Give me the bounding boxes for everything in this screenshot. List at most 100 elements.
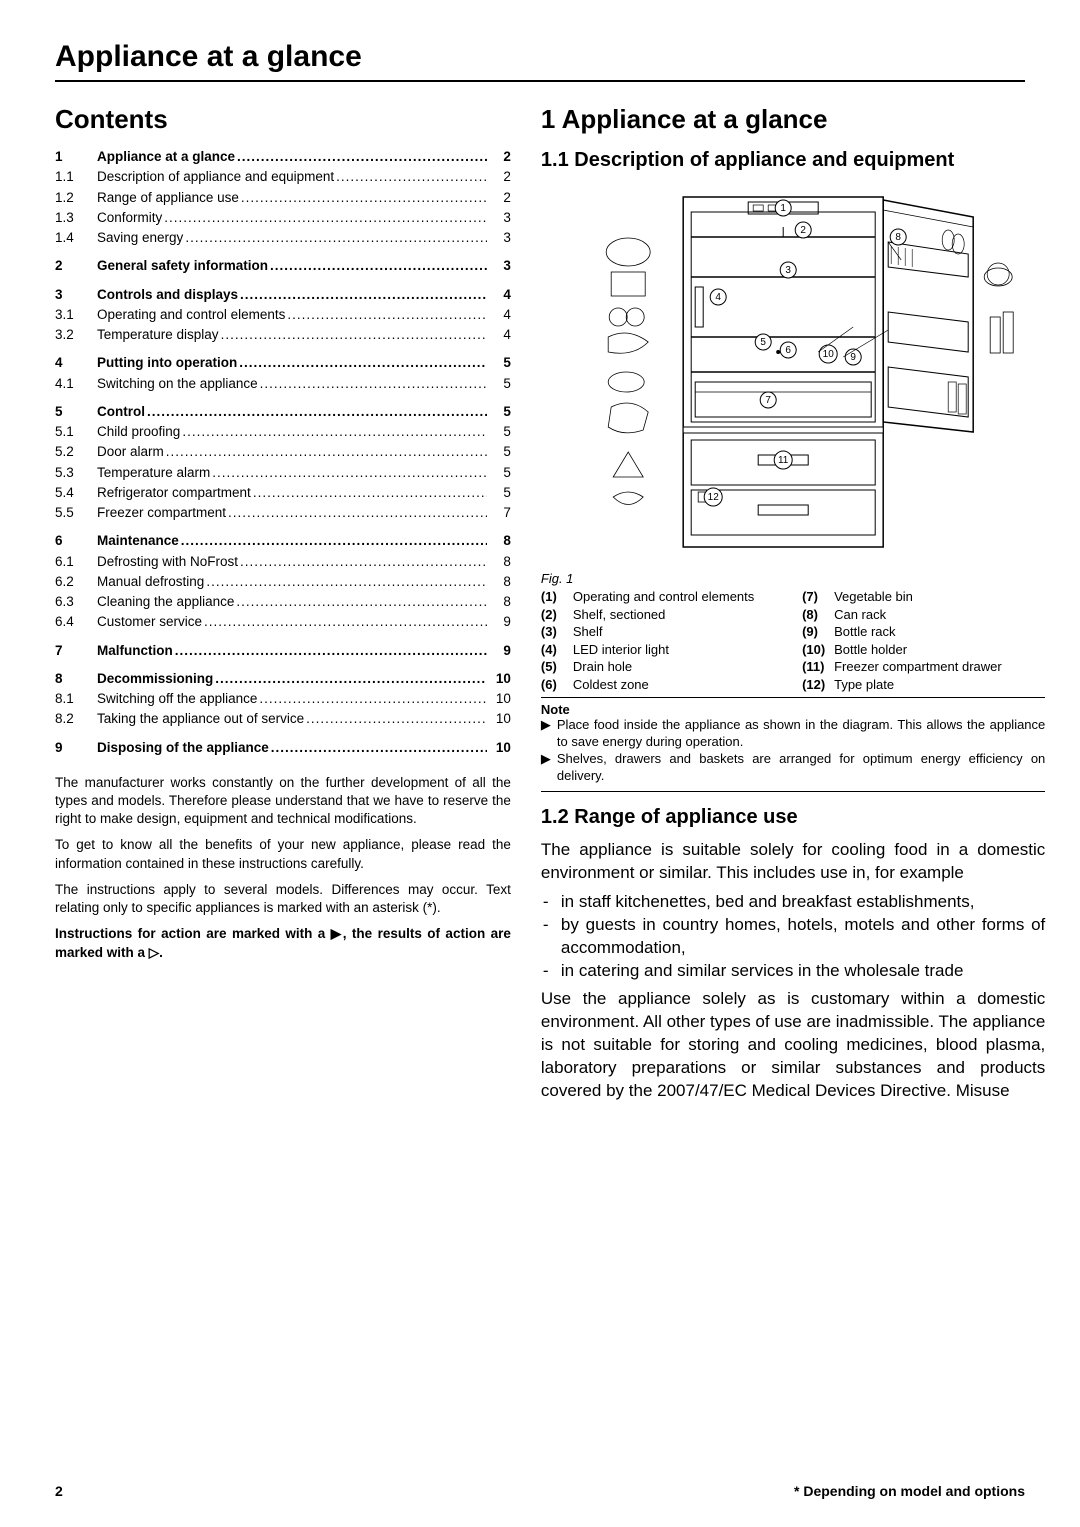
- toc-number: 8.1: [55, 689, 97, 709]
- toc-row: 3.2Temperature display4: [55, 325, 511, 345]
- toc-label: Disposing of the appliance: [97, 738, 487, 758]
- toc-number: 6: [55, 531, 97, 551]
- toc-row: 6.1Defrosting with NoFrost8: [55, 552, 511, 572]
- legend-row: (10)Bottle holder: [802, 641, 1045, 659]
- svg-text:12: 12: [708, 492, 720, 503]
- toc-page: 9: [487, 612, 511, 632]
- toc-number: 6.1: [55, 552, 97, 572]
- toc-label: Putting into operation: [97, 353, 487, 373]
- toc-label: Conformity: [97, 208, 487, 228]
- toc-page: 8: [487, 531, 511, 551]
- toc-number: 6.2: [55, 572, 97, 592]
- legend-row: (5)Drain hole: [541, 658, 784, 676]
- page-number: 2: [55, 1483, 63, 1499]
- toc-page: 2: [487, 188, 511, 208]
- toc-number: 7: [55, 641, 97, 661]
- legend-row: (2)Shelf, sectioned: [541, 606, 784, 624]
- legend-value: Operating and control elements: [573, 588, 784, 606]
- toc-number: 1.4: [55, 228, 97, 248]
- toc-number: 1.3: [55, 208, 97, 228]
- legend-key: (4): [541, 641, 573, 659]
- toc-row: 8.1Switching off the appliance10: [55, 689, 511, 709]
- toc-label: Saving energy: [97, 228, 487, 248]
- legend-row: (7)Vegetable bin: [802, 588, 1045, 606]
- toc-page: 5: [487, 483, 511, 503]
- toc-number: 5.4: [55, 483, 97, 503]
- page-header: Appliance at a glance: [55, 40, 1025, 82]
- legend-key: (8): [802, 606, 834, 624]
- legend-row: (8)Can rack: [802, 606, 1045, 624]
- toc-number: 5.1: [55, 422, 97, 442]
- range-intro: The appliance is suitable solely for coo…: [541, 839, 1045, 885]
- toc-page: 4: [487, 305, 511, 325]
- toc-row: 5.4Refrigerator compartment5: [55, 483, 511, 503]
- note-text: Place food inside the appliance as shown…: [557, 717, 1045, 751]
- toc-row: 1.2Range of appliance use2: [55, 188, 511, 208]
- legend-key: (11): [802, 658, 834, 676]
- toc-row: 6.3Cleaning the appliance8: [55, 592, 511, 612]
- toc-page: 2: [487, 147, 511, 167]
- intro-paragraph-1: The manufacturer works constantly on the…: [55, 774, 511, 829]
- toc-group: 3Controls and displays43.1Operating and …: [55, 285, 511, 346]
- toc-group: 9Disposing of the appliance10: [55, 738, 511, 758]
- toc-page: 9: [487, 641, 511, 661]
- toc-page: 10: [487, 709, 511, 729]
- toc-label: Child proofing: [97, 422, 487, 442]
- two-column-layout: Contents 1Appliance at a glance21.1Descr…: [55, 104, 1025, 1109]
- toc-label: Control: [97, 402, 487, 422]
- toc-label: Malfunction: [97, 641, 487, 661]
- note-item: ▶Shelves, drawers and baskets are arrang…: [541, 751, 1045, 785]
- toc-group: 1Appliance at a glance21.1Description of…: [55, 147, 511, 248]
- legend-value: Can rack: [834, 606, 1045, 624]
- toc-row: 8Decommissioning10: [55, 669, 511, 689]
- toc-page: 5: [487, 353, 511, 373]
- toc-row: 5.5Freezer compartment7: [55, 503, 511, 523]
- footer-note: * Depending on model and options: [794, 1483, 1025, 1499]
- toc-row: 7Malfunction9: [55, 641, 511, 661]
- toc-row: 4.1Switching on the appliance5: [55, 374, 511, 394]
- legend-left-column: (1)Operating and control elements(2)Shel…: [541, 588, 784, 693]
- contents-heading: Contents: [55, 104, 511, 135]
- toc-number: 8.2: [55, 709, 97, 729]
- list-item: in catering and similar services in the …: [541, 960, 1045, 983]
- svg-text:4: 4: [715, 292, 721, 303]
- toc-page: 8: [487, 552, 511, 572]
- toc-number: 3.2: [55, 325, 97, 345]
- toc-label: General safety information: [97, 256, 487, 276]
- toc-number: 9: [55, 738, 97, 758]
- legend-value: Shelf, sectioned: [573, 606, 784, 624]
- toc-group: 2General safety information3: [55, 256, 511, 276]
- legend-row: (4)LED interior light: [541, 641, 784, 659]
- legend-key: (5): [541, 658, 573, 676]
- range-bullet-list: in staff kitchenettes, bed and breakfast…: [541, 891, 1045, 983]
- intro-paragraph-3: The instructions apply to several models…: [55, 881, 511, 917]
- legend-key: (1): [541, 588, 573, 606]
- toc-label: Temperature alarm: [97, 463, 487, 483]
- left-column: Contents 1Appliance at a glance21.1Descr…: [55, 104, 511, 1109]
- toc-row: 9Disposing of the appliance10: [55, 738, 511, 758]
- toc-row: 5.1Child proofing5: [55, 422, 511, 442]
- toc-label: Taking the appliance out of service: [97, 709, 487, 729]
- toc-row: 6.2Manual defrosting8: [55, 572, 511, 592]
- toc-row: 8.2Taking the appliance out of service10: [55, 709, 511, 729]
- toc-row: 2General safety information3: [55, 256, 511, 276]
- toc-label: Temperature display: [97, 325, 487, 345]
- toc-page: 2: [487, 167, 511, 187]
- toc-label: Description of appliance and equipment: [97, 167, 487, 187]
- toc-number: 5.2: [55, 442, 97, 462]
- toc-row: 6.4Customer service9: [55, 612, 511, 632]
- toc-page: 5: [487, 402, 511, 422]
- toc-row: 1.1Description of appliance and equipmen…: [55, 167, 511, 187]
- legend-row: (11)Freezer compartment drawer: [802, 658, 1045, 676]
- toc-label: Controls and displays: [97, 285, 487, 305]
- toc-number: 8: [55, 669, 97, 689]
- toc-label: Decommissioning: [97, 669, 487, 689]
- note-item: ▶Place food inside the appliance as show…: [541, 717, 1045, 751]
- toc-row: 5.3Temperature alarm5: [55, 463, 511, 483]
- toc-row: 1Appliance at a glance2: [55, 147, 511, 167]
- toc-label: Refrigerator compartment: [97, 483, 487, 503]
- toc-page: 5: [487, 463, 511, 483]
- legend-key: (7): [802, 588, 834, 606]
- section-1-1-heading: 1.1 Description of appliance and equipme…: [541, 149, 1045, 172]
- legend-row: (3)Shelf: [541, 623, 784, 641]
